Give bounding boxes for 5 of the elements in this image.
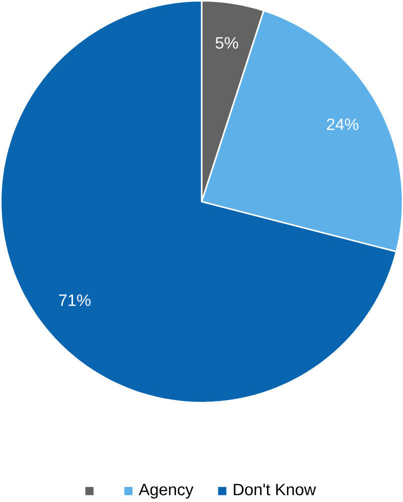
data-label: 71%: [58, 294, 90, 306]
data-label: 24%: [326, 118, 358, 130]
slice-label: Don't Know: [234, 484, 316, 496]
data-label: 5%: [215, 37, 238, 49]
legend-label: Agency: [138, 484, 194, 499]
